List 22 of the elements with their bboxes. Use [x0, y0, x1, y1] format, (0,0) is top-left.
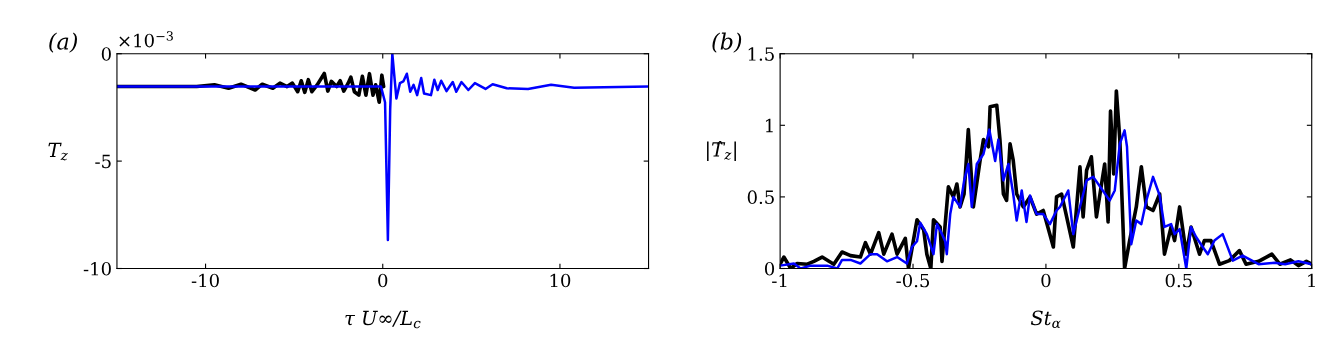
x-tick-label: -1	[772, 273, 787, 288]
x-tick-label: 10	[550, 273, 571, 288]
y-axis-title: |T̂$_{z}$|	[707, 140, 736, 162]
x-tick-label: -0.5	[896, 273, 930, 288]
x-axis-title: τ U∞/L$_{c}$	[345, 310, 421, 329]
x-tick-label: 0	[1041, 273, 1051, 288]
y-tick-label: 0	[764, 261, 775, 276]
chart-title: (a)	[49, 32, 78, 53]
x-tick-label: 0	[378, 273, 388, 288]
x-axis-title: St$_{α}$	[1030, 310, 1061, 329]
y-tick-label: 1	[765, 118, 773, 133]
x-tick-label: -10	[191, 273, 219, 288]
chart-title: (b)	[712, 32, 742, 53]
y-tick-label: 0	[101, 47, 111, 61]
y-tick-label: -10	[83, 261, 111, 276]
y-tick-label: -5	[95, 154, 111, 169]
y-tick-label: 1.5	[748, 47, 774, 61]
x-tick-label: 0.5	[1165, 273, 1192, 288]
y-tick-label: 0.5	[747, 190, 774, 205]
text: ×10$^{−3}$	[119, 31, 173, 48]
y-axis-title: T$_{z}$	[48, 142, 68, 161]
x-tick-label: 1	[1308, 273, 1315, 288]
